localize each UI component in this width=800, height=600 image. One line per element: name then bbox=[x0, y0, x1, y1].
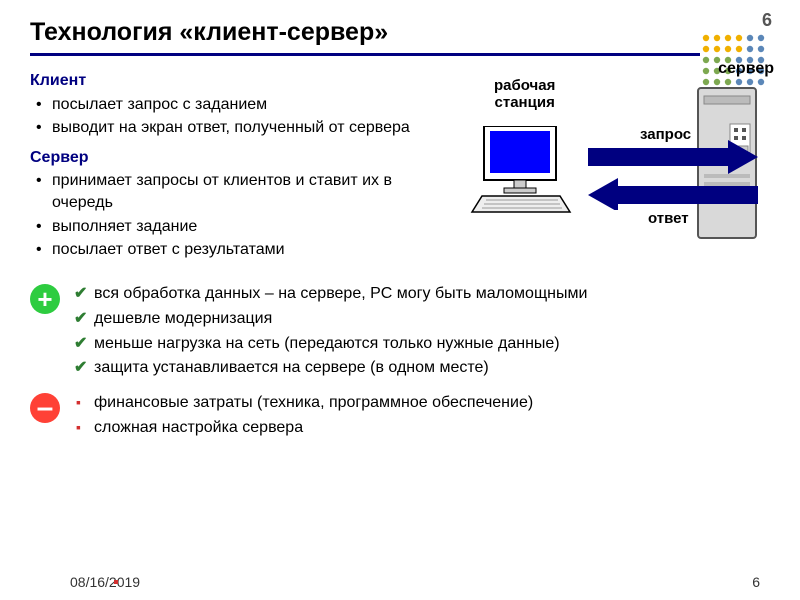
list-item: сложная настройка сервера bbox=[94, 418, 533, 439]
pros-block: + вся обработка данных – на сервере, PC … bbox=[30, 284, 770, 383]
definitions-column: Клиент посылает запрос с заданиемвыводит… bbox=[30, 70, 410, 270]
slide-title: Технология «клиент-сервер» bbox=[30, 18, 770, 47]
cons-block: – финансовые затраты (техника, программн… bbox=[30, 393, 770, 443]
list-item: финансовые затраты (техника, программное… bbox=[94, 393, 533, 414]
plus-icon: + bbox=[30, 284, 60, 314]
list-item: посылает ответ с результатами bbox=[52, 239, 410, 261]
arrows: запрос ответ bbox=[588, 140, 758, 215]
list-item: вся обработка данных – на сервере, PC мо… bbox=[94, 284, 587, 305]
list-item: принимает запросы от клиентов и ставит и… bbox=[52, 170, 410, 213]
footer-page: 6 bbox=[752, 574, 760, 590]
page-number-top: 6 bbox=[762, 10, 772, 31]
client-list: посылает запрос с заданиемвыводит на экр… bbox=[30, 94, 410, 139]
list-item: защита устанавливается на сервере (в одн… bbox=[94, 358, 587, 379]
request-label: запрос bbox=[640, 126, 691, 143]
server-heading: Сервер bbox=[30, 147, 410, 169]
minus-icon: – bbox=[30, 393, 60, 423]
slide-footer: 08/16/2019 6 bbox=[0, 574, 800, 590]
footer-date: 08/16/2019 bbox=[70, 574, 140, 590]
response-label: ответ bbox=[648, 210, 689, 227]
server-label: сервер bbox=[718, 60, 774, 78]
title-rule bbox=[30, 53, 700, 56]
workstation-icon bbox=[466, 126, 576, 231]
list-item: меньше нагрузка на сеть (передаются толь… bbox=[94, 334, 587, 355]
list-item: дешевле модернизация bbox=[94, 309, 587, 330]
pros-list: вся обработка данных – на сервере, PC мо… bbox=[76, 284, 587, 383]
server-list: принимает запросы от клиентов и ставит и… bbox=[30, 170, 410, 260]
client-heading: Клиент bbox=[30, 70, 410, 92]
cons-list: финансовые затраты (техника, программное… bbox=[76, 393, 533, 443]
client-server-diagram: рабочаястанция сервер bbox=[428, 70, 770, 270]
list-item: выводит на экран ответ, полученный от се… bbox=[52, 117, 410, 139]
list-item: выполняет задание bbox=[52, 216, 410, 238]
list-item: посылает запрос с заданием bbox=[52, 94, 410, 116]
workstation-label: рабочаястанция bbox=[494, 78, 555, 111]
